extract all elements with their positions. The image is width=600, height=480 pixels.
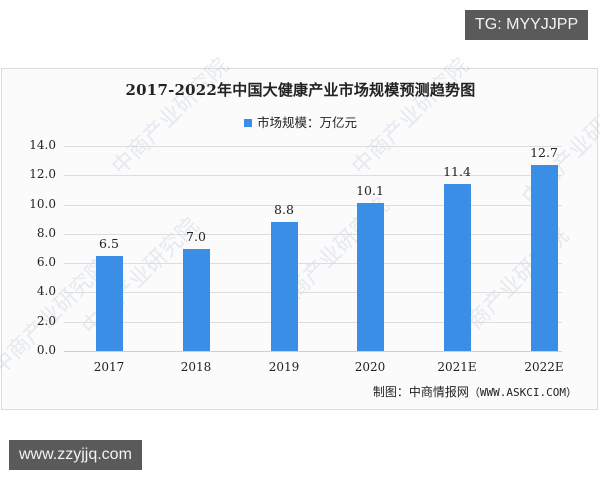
- bar-value-label: 6.5: [99, 235, 119, 251]
- gridline: [64, 204, 562, 206]
- gridline: [64, 263, 562, 265]
- gridline: [64, 351, 562, 352]
- bar-value-label: 7.0: [186, 228, 206, 244]
- y-axis-tick-label: 0.0: [36, 343, 56, 357]
- top-watermark-tag: TG: MYYJJPP: [465, 10, 589, 40]
- bar-value-label: 11.4: [443, 164, 471, 180]
- legend-label: 市场规模：万亿元: [256, 115, 357, 130]
- x-axis-tick-label: 2019: [268, 360, 300, 374]
- bar-value-label: 8.8: [274, 202, 294, 218]
- bar-value-label: 12.7: [530, 145, 558, 161]
- source-label: 制图：中商情报网: [372, 385, 469, 399]
- x-axis-tick-label: 2017: [93, 360, 125, 374]
- y-axis-tick-label: 14.0: [29, 138, 56, 152]
- chart-legend: 市场规模：万亿元: [2, 112, 599, 131]
- y-axis-tick-label: 8.0: [36, 225, 56, 240]
- y-axis-tick-label: 10.0: [29, 196, 56, 211]
- x-axis-tick-label: 2022E: [524, 360, 564, 374]
- y-axis-tick-label: 4.0: [36, 284, 56, 299]
- gridline: [64, 146, 562, 147]
- y-axis-tick-label: 2.0: [36, 313, 56, 328]
- gridline: [64, 175, 562, 177]
- x-axis-tick-label: 2021E: [437, 360, 477, 374]
- chart-frame: 中商产业研究院 中商产业研究院 中商产业研究院 中商产业研究院 中商产业研究院 …: [0, 53, 600, 410]
- chart-source: 制图：中商情报网（WWW.ASKCI.COM）: [373, 383, 577, 400]
- y-axis-tick-label: 6.0: [36, 255, 56, 270]
- bar-2020: [356, 203, 384, 351]
- gridline: [64, 321, 562, 323]
- gridline: [64, 292, 562, 294]
- bar-2021e: [443, 184, 471, 351]
- bar-2022e: [530, 165, 558, 351]
- bottom-watermark-tag: www.zzyjjq.com: [9, 440, 142, 470]
- chart-title: 2017-2022年中国大健康产业市场规模预测趋势图: [125, 81, 476, 99]
- bar-2017: [95, 255, 123, 351]
- y-axis-tick-label: 12.0: [29, 167, 56, 182]
- gridline: [64, 233, 562, 235]
- x-axis-tick-label: 2020: [354, 360, 386, 374]
- bar-value-label: 10.1: [356, 183, 384, 199]
- legend-swatch: [243, 119, 252, 127]
- bar-2018: [182, 248, 210, 351]
- x-axis-tick-label: 2018: [180, 360, 212, 374]
- bar-2019: [270, 222, 298, 351]
- source-url: （WWW.ASKCI.COM）: [468, 386, 577, 399]
